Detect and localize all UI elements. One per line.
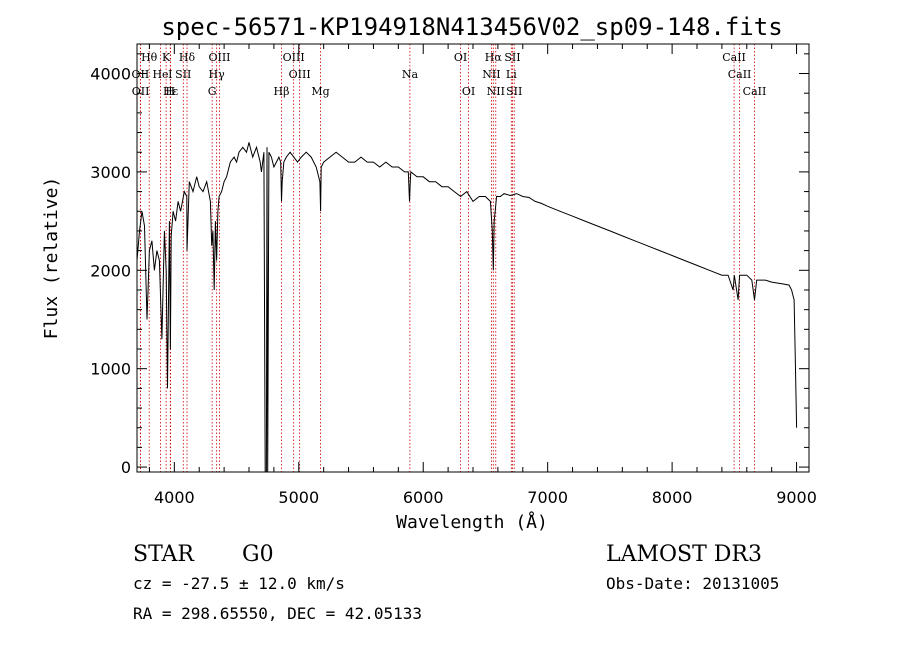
line-label: Mg [311, 85, 329, 98]
line-label: OI [454, 51, 467, 64]
object-class: STAR [133, 542, 195, 567]
object-subclass: G0 [242, 542, 274, 567]
x-tick-label: 5000 [278, 488, 319, 507]
line-label: Hδ [179, 51, 196, 64]
line-label: G [208, 85, 217, 98]
line-label: NII [487, 85, 505, 98]
line-label: OIII [208, 51, 230, 64]
line-label: H [166, 85, 176, 98]
y-tick-label: 2000 [90, 261, 131, 280]
y-axis-label: Flux (relative) [41, 177, 62, 340]
line-label: OIII [289, 68, 311, 81]
line-label: K [162, 51, 171, 64]
line-label: Na [402, 68, 419, 81]
ra-dec: RA = 298.65550, DEC = 42.05133 [133, 604, 422, 623]
x-tick-label: 8000 [652, 488, 693, 507]
line-label: OII [132, 85, 150, 98]
line-label: OIII [283, 51, 305, 64]
y-axis-ticks: 0 1000 2000 3000 4000 [90, 53, 809, 477]
y-tick-label: 1000 [90, 360, 131, 379]
x-axis-label: Wavelength (Å) [396, 511, 548, 533]
line-label: Hβ [274, 85, 290, 98]
x-axis-ticks: 4000 5000 6000 7000 8000 9000 [148, 44, 817, 507]
line-label: NII [482, 68, 500, 81]
line-label: CaII [722, 51, 746, 64]
plot-frame [136, 43, 810, 473]
x-tick-label: 9000 [776, 488, 817, 507]
line-label: Li [506, 68, 517, 81]
line-label: SII [175, 68, 191, 81]
chart-title: spec-56571-KP194918N413456V02_sp09-148.f… [161, 13, 782, 41]
redshift-cz: cz = -27.5 ± 12.0 km/s [133, 574, 345, 593]
line-label: Hθ [141, 51, 158, 64]
x-tick-label: 7000 [527, 488, 568, 507]
y-tick-label: 3000 [90, 163, 131, 182]
y-tick-label: 4000 [90, 65, 131, 84]
line-label: Hγ [209, 68, 226, 81]
observation-date: Obs-Date: 20131005 [606, 574, 779, 593]
line-label: He [152, 68, 168, 81]
line-label: Hε [163, 85, 179, 98]
y-tick-label: 0 [121, 458, 131, 477]
line-label: CaII [743, 85, 767, 98]
line-label: SII [506, 85, 522, 98]
x-tick-label: 4000 [154, 488, 195, 507]
x-tick-label: 6000 [403, 488, 444, 507]
line-label: I [168, 68, 172, 81]
line-label: OII [132, 68, 150, 81]
line-label: OI [462, 85, 475, 98]
survey-name: LAMOST DR3 [606, 542, 762, 567]
flux-series-line [136, 142, 798, 473]
line-label: SII [504, 51, 520, 64]
line-label: CaII [728, 68, 752, 81]
line-label: Hα [485, 51, 503, 64]
spectral-line-markers [139, 44, 755, 472]
